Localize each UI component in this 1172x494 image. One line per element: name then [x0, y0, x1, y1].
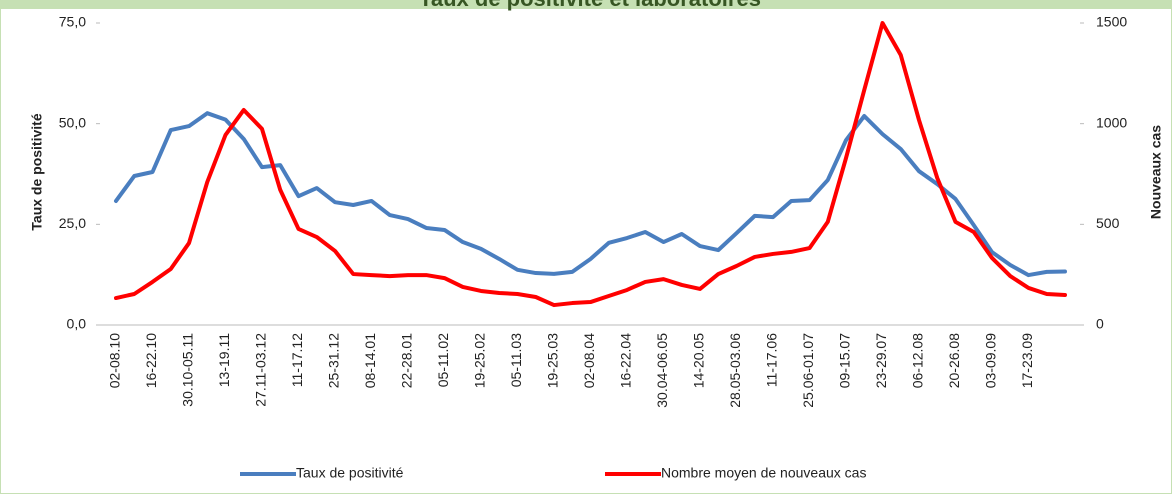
y-axis-label: Taux de positivité [29, 113, 45, 230]
y-tick-label: 50,0 [59, 114, 86, 130]
x-tick-label: 20-26.08 [946, 333, 962, 388]
y-tick-label: 0,0 [67, 316, 87, 332]
x-tick-label: 30.04-06.05 [654, 333, 670, 408]
x-tick-label: 23-29.07 [873, 333, 889, 388]
y2-tick-label: 1500 [1096, 14, 1127, 30]
x-tick-label: 08-14.01 [362, 333, 378, 388]
x-tick-label: 09-15.07 [837, 333, 853, 388]
x-tick-label: 13-19.11 [216, 333, 232, 387]
y2-tick-label: 0 [1096, 316, 1104, 332]
x-tick-label: 05-11.03 [508, 333, 524, 387]
x-tick-label: 19-25.03 [545, 333, 561, 388]
x-tick-label: 14-20.05 [691, 333, 707, 388]
x-tick-label: 02-08.10 [107, 333, 123, 388]
series-line [114, 21, 1067, 308]
x-tick-label: 11-17.06 [764, 333, 780, 387]
legend-label: Taux de positivité [296, 465, 404, 481]
y2-tick-label: 1000 [1096, 114, 1127, 130]
x-tick-label: 27.11-03.12 [253, 333, 269, 407]
x-tick-label: 25-31.12 [326, 333, 342, 388]
x-tick-label: 17-23.09 [1019, 333, 1035, 388]
y2-tick-label: 500 [1096, 215, 1120, 231]
x-tick-label: 05-11.02 [435, 333, 451, 387]
x-tick-label: 03-09.09 [983, 333, 999, 388]
x-tick-label: 30.10-05.11 [180, 333, 196, 407]
x-tick-label: 25.06-01.07 [800, 333, 816, 408]
x-tick-label: 06-12.08 [910, 333, 926, 388]
x-tick-label: 28.05-03.06 [727, 333, 743, 408]
x-tick-label: 02-08.04 [581, 333, 597, 388]
x-tick-label: 11-17.12 [289, 333, 305, 387]
legend-label: Nombre moyen de nouveaux cas [661, 465, 866, 481]
y2-axis-label: Nouveaux cas [1148, 125, 1164, 219]
y-tick-label: 25,0 [59, 215, 86, 231]
y-tick-label: 75,0 [59, 14, 86, 30]
x-tick-label: 16-22.04 [618, 333, 634, 388]
x-tick-label: 16-22.10 [143, 333, 159, 388]
title-band [0, 0, 1172, 9]
x-tick-label: 22-28.01 [399, 333, 415, 388]
x-tick-label: 19-25.02 [472, 333, 488, 388]
chart-title: Taux de positivité et laboratoires [419, 0, 761, 11]
